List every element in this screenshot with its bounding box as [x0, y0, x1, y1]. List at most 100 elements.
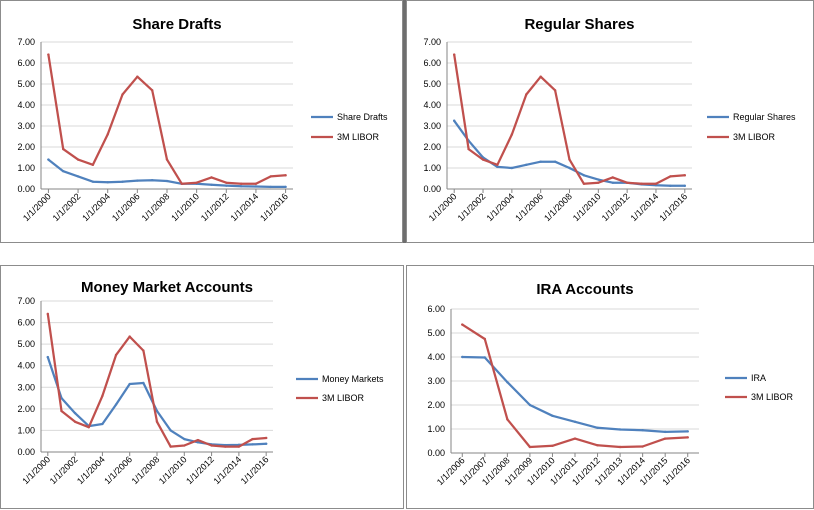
x-tick-label: 1/1/2014 [629, 191, 661, 223]
data-point-regular-shares [611, 181, 614, 184]
chart-title: Money Market Accounts [81, 279, 253, 296]
data-point-ira [461, 355, 464, 359]
x-tick-label: 1/1/2000 [21, 191, 53, 223]
legend-label: Regular Shares [733, 112, 796, 122]
data-point-3m-libor [106, 133, 109, 136]
data-point-regular-shares [553, 160, 557, 163]
y-tick-label: 4.00 [423, 100, 441, 110]
data-point-share-drafts [239, 185, 243, 188]
x-tick-label: 1/1/2002 [51, 191, 83, 223]
chart-svg: Regular Shares 0.00 1.00 2.00 3.00 4.00 5.00 6.… [423, 16, 796, 223]
data-point-3m-libor [683, 174, 686, 177]
data-point-3m-libor [461, 323, 464, 326]
data-point-3m-libor [669, 175, 672, 178]
data-point-3m-libor [553, 89, 557, 92]
y-tick-label: 2.00 [423, 142, 441, 152]
x-tick-label: 1/1/2016 [657, 191, 689, 223]
data-point-3m-libor [686, 436, 689, 439]
chart-panel-regular-shares: Regular Shares 0.00 1.00 2.00 3.00 4.00 5.00 6.… [406, 0, 814, 243]
y-tick-label: 5.00 [423, 79, 441, 89]
chart-title: Regular Shares [524, 16, 634, 33]
data-point-3m-libor [101, 394, 104, 398]
x-tick-label: 1/1/2000 [20, 454, 52, 486]
x-tick-label: 1/1/2008 [130, 454, 162, 486]
data-point-3m-libor [237, 445, 241, 448]
data-point-money-markets [128, 382, 131, 386]
series-line-3m-libor [46, 312, 268, 448]
x-tick-label: 1/1/2000 [427, 191, 459, 223]
data-point-3m-libor [525, 93, 528, 96]
data-point-3m-libor [528, 445, 532, 449]
data-point-3m-libor [196, 438, 200, 442]
data-point-3m-libor [618, 445, 622, 449]
y-tick-label: 6.00 [427, 304, 445, 314]
data-point-ira [528, 403, 532, 407]
chart-svg: Share Drafts 0.00 1.00 2.00 3.00 4.00 5.00 6.00… [17, 16, 388, 223]
data-point-money-markets [46, 355, 50, 359]
data-point-3m-libor [114, 353, 118, 357]
data-point-money-markets [155, 409, 159, 413]
data-point-3m-libor [183, 444, 186, 447]
chart-svg: Money Market Accounts 0.00 1.00 2.00 3.00 4.0… [17, 279, 384, 486]
y-tick-label: 7.00 [423, 37, 441, 47]
legend-label: IRA [751, 373, 766, 383]
y-tick-label: 6.00 [423, 58, 441, 68]
y-tick-label: 0.00 [17, 184, 35, 194]
data-point-3m-libor [87, 425, 90, 429]
x-tick-label: 1/1/2010 [157, 454, 189, 486]
data-point-3m-libor [195, 181, 198, 184]
data-point-money-markets [251, 443, 254, 446]
data-point-3m-libor [136, 75, 139, 78]
data-point-ira [573, 420, 577, 423]
data-point-3m-libor [210, 176, 213, 179]
data-point-3m-libor [121, 93, 124, 96]
data-point-share-drafts [150, 178, 154, 182]
y-tick-label: 2.00 [17, 142, 35, 152]
legend-label: 3M LIBOR [337, 132, 380, 142]
y-tick-label: 1.00 [423, 163, 441, 173]
data-point-3m-libor [210, 444, 213, 447]
chart-title: Share Drafts [132, 16, 221, 33]
series-line-3m-libor [453, 53, 686, 185]
y-tick-label: 5.00 [17, 339, 35, 349]
data-point-share-drafts [62, 169, 65, 173]
data-point-3m-libor [269, 175, 272, 178]
chart-panel-ira-accounts: IRA Accounts 0.00 1.00 2.00 3.00 4.00 5.00 6.00… [406, 265, 814, 509]
data-point-share-drafts [47, 158, 50, 161]
data-point-3m-libor [62, 147, 65, 151]
data-point-3m-libor [663, 437, 667, 440]
chart-panel-share-drafts: Share Drafts 0.00 1.00 2.00 3.00 4.00 5.00 6.00… [0, 0, 403, 243]
data-point-regular-shares [539, 160, 542, 163]
data-point-3m-libor [264, 436, 268, 440]
data-point-3m-libor [73, 420, 77, 423]
legend-label: Money Markets [322, 374, 384, 384]
series-line-regular-shares [453, 119, 686, 187]
legend-label: Share Drafts [337, 112, 388, 122]
data-point-3m-libor [496, 163, 499, 167]
y-tick-label: 5.00 [17, 79, 35, 89]
data-point-3m-libor [47, 53, 50, 56]
data-point-share-drafts [225, 184, 228, 187]
data-point-3m-libor [453, 53, 456, 56]
y-tick-label: 7.00 [17, 37, 35, 47]
series-line-money-markets [46, 355, 268, 447]
x-tick-label: 1/1/2004 [75, 454, 107, 486]
x-tick-label: 1/1/2006 [110, 191, 142, 223]
y-tick-label: 3.00 [17, 382, 35, 392]
data-point-3m-libor [625, 181, 629, 184]
data-point-money-markets [196, 441, 200, 444]
data-point-ira [483, 356, 487, 359]
x-tick-label: 1/1/2016 [258, 191, 290, 223]
data-point-3m-libor [155, 420, 159, 423]
y-tick-label: 0.00 [423, 184, 441, 194]
x-tick-label: 1/1/2004 [80, 191, 112, 223]
data-point-ira [686, 430, 689, 433]
data-point-3m-libor [568, 158, 571, 161]
data-point-money-markets [114, 403, 118, 406]
data-point-3m-libor [46, 312, 50, 316]
y-tick-label: 3.00 [423, 121, 441, 131]
data-point-3m-libor [169, 445, 172, 448]
data-point-3m-libor [284, 174, 287, 177]
panel-divider [403, 0, 406, 243]
data-point-share-drafts [254, 185, 258, 188]
